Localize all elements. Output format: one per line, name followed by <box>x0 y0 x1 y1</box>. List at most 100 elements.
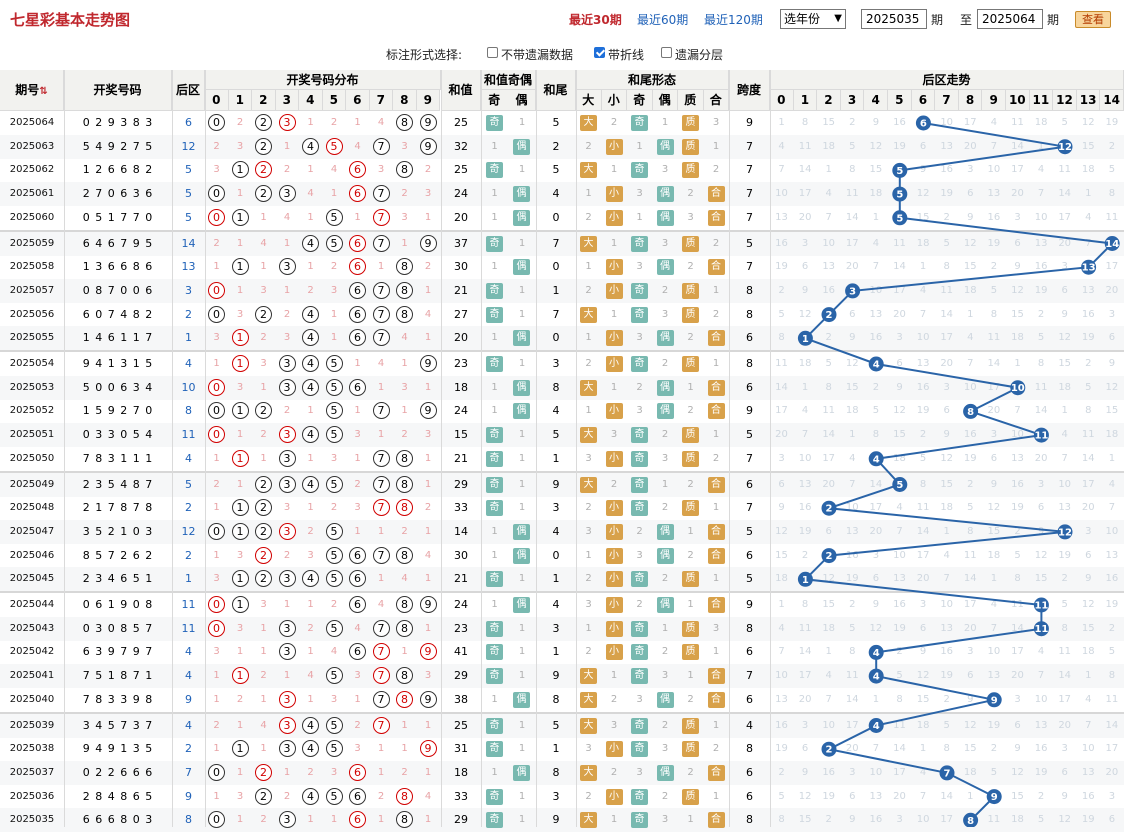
sum-odd-miss: 1 <box>491 525 498 537</box>
period-link-120[interactable]: 最近120期 <box>704 13 763 27</box>
tail-shape-miss: 2 <box>661 719 669 731</box>
back-miss: 18 <box>869 188 883 200</box>
option-layered-label[interactable]: 遗漏分层 <box>675 48 724 62</box>
dist-miss: 1 <box>283 237 291 249</box>
back-miss: 3 <box>801 237 809 249</box>
tail-shape-miss: 2 <box>585 284 592 296</box>
tail-shape-miss: 2 <box>585 358 592 369</box>
back-miss: 19 <box>798 525 812 537</box>
dist-ball: 0 <box>208 378 225 396</box>
year-select[interactable]: 选年份 ▼ <box>780 9 846 29</box>
back-miss: 16 <box>775 237 788 249</box>
dist-ball: 3 <box>278 114 296 131</box>
tail-shape-miss: 1 <box>636 211 643 223</box>
sum-even-miss: 1 <box>518 573 526 585</box>
back-num-header: 12 <box>1053 90 1077 111</box>
back-miss: 19 <box>775 261 788 273</box>
draw-cell: 6 3 9 7 9 7 <box>82 645 154 659</box>
dist-ball: 3 <box>278 449 296 467</box>
back-miss: 13 <box>1058 502 1072 514</box>
back-miss: 17 <box>1105 261 1119 273</box>
tail-shape-miss: 3 <box>636 766 643 778</box>
tail-shape-chip: 偶 <box>656 403 674 420</box>
back-miss: 14 <box>1058 670 1072 682</box>
sum-even-miss: 1 <box>518 719 526 731</box>
option-no-miss-checkbox[interactable] <box>487 47 498 58</box>
back-miss: 16 <box>987 211 1001 223</box>
dist-miss: 2 <box>260 429 267 441</box>
span-cell: 8 <box>746 283 753 297</box>
back-cell: 4 <box>185 669 192 683</box>
range-from-input[interactable]: 2025035 <box>861 9 927 29</box>
span-cell: 6 <box>746 380 753 394</box>
option-polyline-checkbox[interactable] <box>594 47 605 58</box>
period-link-60[interactable]: 最近60期 <box>637 13 689 27</box>
tail-cell: 0 <box>552 548 560 562</box>
dist-miss: 2 <box>283 308 291 320</box>
span-cell: 6 <box>746 692 753 706</box>
tail-shape-miss: 1 <box>712 140 720 152</box>
sort-icon[interactable]: ⇅ <box>39 86 48 97</box>
back-miss: 11 <box>987 332 1001 344</box>
back-miss: 9 <box>919 646 927 658</box>
back-miss: 17 <box>798 188 812 200</box>
period-link-30[interactable]: 最近30期 <box>569 13 622 27</box>
dist-miss: 3 <box>236 140 244 152</box>
sum-odd-chip: 奇 <box>486 500 503 517</box>
back-miss: 4 <box>825 670 832 682</box>
back-ball-label: 9 <box>991 695 998 706</box>
tail-shape-miss: 1 <box>610 814 618 826</box>
back-cell: 3 <box>185 283 192 297</box>
draw-cell: 2 7 0 6 3 6 <box>82 187 154 201</box>
dist-miss: 3 <box>236 549 244 561</box>
back-miss: 19 <box>1105 599 1119 610</box>
draw-cell: 9 4 9 1 3 5 <box>82 742 154 756</box>
issue-cell: 2025041 <box>9 670 55 682</box>
back-miss: 8 <box>801 117 809 128</box>
back-ball-label: 6 <box>920 119 927 130</box>
back-ball: 2 <box>821 307 837 323</box>
back-miss: 1 <box>1108 452 1116 464</box>
option-layered-checkbox[interactable] <box>661 47 672 58</box>
back-ball-label: 12 <box>1058 142 1072 153</box>
sum-even-miss: 1 <box>518 646 526 658</box>
back-miss: 2 <box>1085 358 1092 369</box>
back-cell: 11 <box>181 598 196 611</box>
back-ball: 10 <box>1010 380 1026 396</box>
back-miss: 9 <box>919 164 927 176</box>
back-miss: 15 <box>1081 622 1095 634</box>
dist-ball: 2 <box>255 475 272 493</box>
back-cell: 11 <box>181 621 196 635</box>
back-miss: 7 <box>919 308 927 320</box>
back-miss: 11 <box>893 719 906 731</box>
sum-even-header: 偶 <box>508 90 536 111</box>
back-miss: 1 <box>1061 405 1068 417</box>
range-to-input[interactable]: 2025064 <box>977 9 1043 29</box>
back-ball-label: 5 <box>896 166 903 177</box>
back-miss: 1 <box>967 308 974 320</box>
back-miss: 9 <box>872 599 880 610</box>
dist-ball: 7 <box>372 137 390 155</box>
back-miss: 6 <box>1014 719 1021 731</box>
option-polyline-label[interactable]: 带折线 <box>608 48 645 62</box>
back-miss: 19 <box>1081 332 1095 344</box>
back-miss: 5 <box>1085 381 1092 393</box>
back-miss: 13 <box>1034 237 1048 249</box>
option-no-miss-label[interactable]: 不带遗漏数据 <box>501 48 574 62</box>
dist-miss: 3 <box>213 573 220 585</box>
back-miss: 11 <box>1081 429 1095 441</box>
table-row: 2025044 0 6 1 9 0 8 11 0 1 3 1 1 2 6 4 8 9 24 1 偶 4 3 小 2 偶 1… <box>0 593 1124 617</box>
dist-ball: 0 <box>208 522 225 540</box>
table-row: 2025035 6 6 6 8 0 3 8 0 1 2 3 1 1 6 1 8 1 29 奇 1 9 大 1 奇 3 1 合… <box>0 808 1124 832</box>
back-miss: 20 <box>1058 237 1072 249</box>
dist-miss: 1 <box>424 719 432 731</box>
col-issue-header[interactable]: 期号⇅ <box>0 70 64 111</box>
span-cell: 7 <box>746 163 753 177</box>
view-button[interactable]: 查看 <box>1075 11 1111 28</box>
back-miss: 6 <box>967 188 974 200</box>
dist-ball: 5 <box>325 740 343 758</box>
tail-shape-chip: 偶 <box>656 691 674 708</box>
tail-shape-miss: 2 <box>687 332 694 344</box>
back-ball-label: 8 <box>967 407 974 418</box>
dist-miss: 2 <box>401 766 408 778</box>
